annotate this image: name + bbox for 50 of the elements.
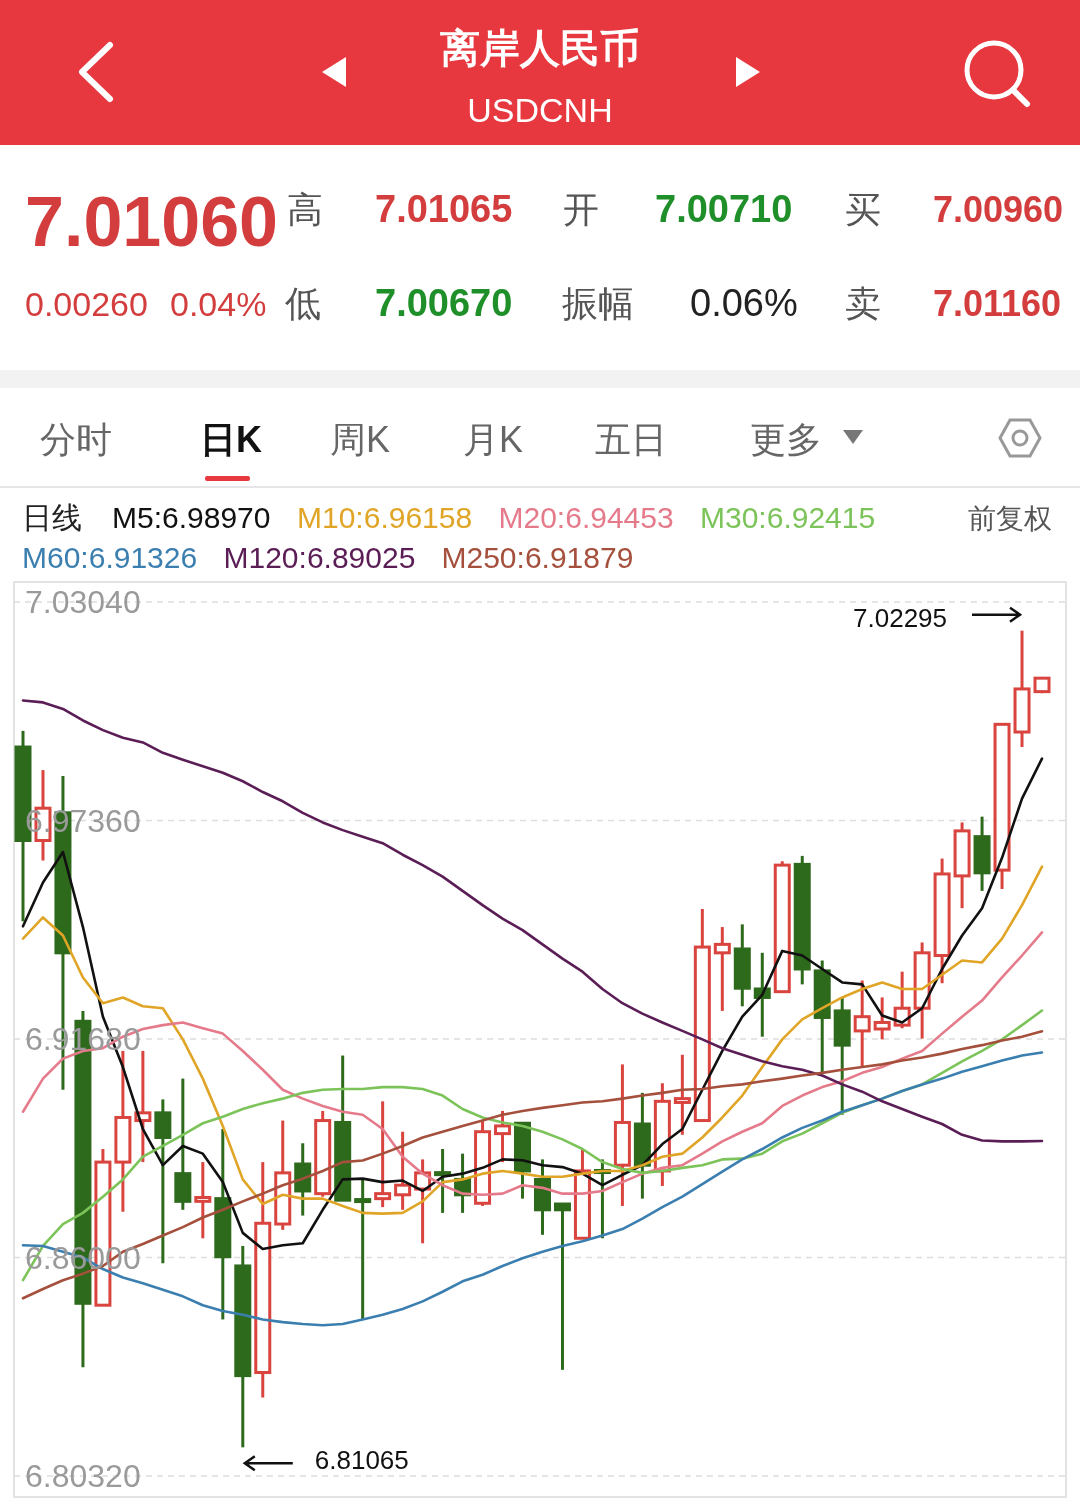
text: 日K (200, 419, 262, 460)
candlestick (673, 1053, 691, 1135)
annotation: 7.02295 (853, 602, 948, 633)
text: 振幅 (562, 283, 634, 324)
text: 7.01160 (933, 283, 1062, 324)
text: 高 (287, 189, 323, 230)
chart-subtitle: USDCNH (467, 91, 613, 129)
line-series (21, 699, 1044, 1143)
candlestick (873, 997, 891, 1040)
candlestick (354, 1179, 372, 1320)
text: M10:6.96158 (297, 501, 473, 534)
text: M120:6.89025 (223, 541, 416, 574)
text: 月K (463, 419, 524, 460)
text: 低 (285, 283, 321, 324)
candlestick (374, 1101, 392, 1209)
text: 0.00260 (25, 285, 148, 323)
line-series (21, 1051, 1044, 1327)
text: 周K (330, 419, 391, 460)
text: 卖 (845, 283, 881, 324)
chart-title: 离岸人民币 (440, 26, 640, 70)
text: 五日 (595, 419, 667, 460)
text: 0.04% (170, 285, 267, 323)
candlestick (553, 1202, 571, 1370)
candlestick (394, 1131, 412, 1210)
text: 0.06% (690, 282, 798, 324)
text: 7.01065 (375, 188, 513, 230)
candlestick (194, 1162, 212, 1239)
line-series (21, 865, 1044, 1215)
text: 前复权 (968, 503, 1052, 534)
text: 分时 (40, 419, 112, 460)
text: M250:6.91879 (441, 541, 634, 574)
candlestick (853, 980, 871, 1068)
y-tick-label: 6.80320 (25, 1458, 141, 1494)
legend-title: 日线 (22, 501, 82, 534)
text: 买 (845, 189, 881, 230)
text: M60:6.91326 (22, 541, 198, 574)
candlestick (494, 1109, 512, 1164)
text: 更多 (750, 419, 822, 460)
text: 7.00960 (933, 189, 1064, 230)
candlestick (713, 927, 731, 1011)
y-tick-label: 7.03040 (25, 584, 141, 620)
text: 7.00710 (655, 188, 793, 230)
line-series (21, 931, 1044, 1197)
text: 7.01060 (25, 183, 279, 261)
text: 开 (563, 189, 599, 230)
text: M5:6.98970 (112, 501, 271, 534)
annotation: 6.81065 (314, 1445, 409, 1476)
text: M30:6.92415 (700, 501, 876, 534)
text: M20:6.94453 (498, 501, 674, 534)
text: 7.00670 (375, 282, 513, 324)
